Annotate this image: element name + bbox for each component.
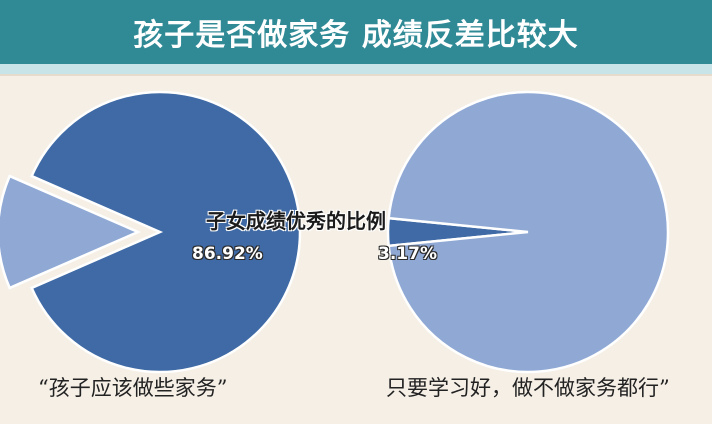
chart-title: 子女成绩优秀的比例 bbox=[206, 209, 386, 233]
pie-left-caption: “孩子应该做些家务” bbox=[38, 376, 228, 400]
pie-left-slice-1 bbox=[0, 174, 142, 290]
page-title: 孩子是否做家务 成绩反差比较大 bbox=[133, 18, 579, 53]
pie-right-slice-1 bbox=[387, 90, 670, 374]
pie-left-value-label: 86.92% bbox=[192, 244, 263, 264]
pie-right-caption: 只要学习好，做不做家务都行” bbox=[386, 376, 670, 400]
header-banner: 孩子是否做家务 成绩反差比较大 bbox=[0, 0, 712, 64]
header-stripe bbox=[0, 64, 712, 74]
header-divider bbox=[0, 74, 712, 76]
pie-right-value-label: 3.17% bbox=[378, 244, 437, 264]
pie-chart-right bbox=[386, 90, 670, 374]
pie-left-slice-0 bbox=[30, 90, 302, 374]
pie-chart-left bbox=[0, 90, 302, 374]
